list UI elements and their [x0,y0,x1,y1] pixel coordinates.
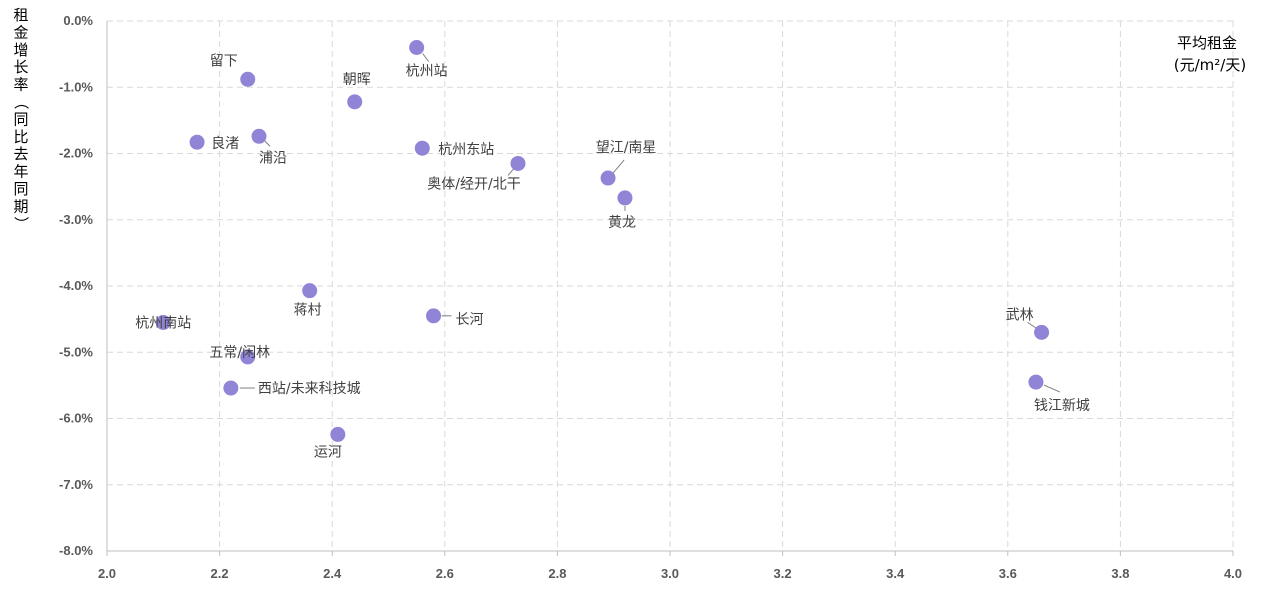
gridlines [107,20,1234,551]
point-label: 钱江新城 [1034,398,1090,414]
point-label: 黄龙 [608,214,636,231]
y-tick-label: -2.0% [59,146,93,161]
data-point [426,308,442,324]
data-point [617,190,633,206]
data-point [189,134,205,150]
data-point [251,128,267,144]
y-axis-title-glyph: 率 [13,76,28,94]
label-leader-line [1027,321,1037,329]
y-tick-label: -1.0% [59,79,93,94]
point-label: 奥体/经开/北干 [427,175,520,192]
x-tick-label: 2.6 [436,566,454,581]
label-leader-line [1043,384,1061,393]
axes: 0.0% -1.0% -2.0% -3.0% -4.0% -5.0% -6.0% -7.0% -… [59,13,1242,581]
y-axis-title-glyph: 同 [13,110,28,128]
point-label: 朝晖 [343,72,371,88]
x-tick-label: 3.6 [999,566,1017,581]
x-tick-label: 2.0 [98,566,116,581]
y-tick-label: -4.0% [59,278,93,293]
label-leader-line [422,53,430,62]
point-label: 杭州站 [406,64,448,80]
data-point [330,426,346,442]
x-tick-label: 3.2 [774,566,792,581]
data-point [347,94,363,110]
y-tick-label: -8.0% [59,543,93,558]
data-points [155,40,1050,442]
y-axis-title-glyph: ） [12,216,30,231]
x-tick-label: 3.8 [1111,566,1129,581]
y-axis-title-glyph: 金 [13,23,28,41]
y-tick-label: -7.0% [59,477,93,492]
label-leader-lines [239,53,1061,393]
data-point [600,170,616,186]
x-tick-label: 4.0 [1224,566,1242,581]
y-axis-title-glyph: 去 [13,145,28,163]
data-point [409,40,425,55]
y-axis-title-glyph: 租 [13,6,28,24]
label-leader-line [263,139,271,147]
y-axis-title-glyph: 年 [13,163,28,181]
label-leader-line [507,168,515,176]
data-point [240,349,256,365]
point-label: 浦沿 [259,150,287,166]
point-label: 运河 [314,444,342,460]
data-point [1034,324,1050,340]
point-label: 良渚 [211,136,239,152]
y-axis-title-glyph: 长 [13,58,28,76]
x-tick-label: 2.4 [323,566,342,581]
x-axis-unit: (元/m²/天) [1174,56,1246,74]
point-label: 留下 [210,53,238,69]
x-tick-label: 3.0 [661,566,679,581]
point-label: 蒋村 [294,303,322,319]
y-axis-title-glyph: 比 [13,128,28,146]
point-label: 长河 [456,312,484,328]
x-tick-label: 2.8 [548,566,566,581]
y-tick-label: 0.0% [63,13,93,28]
point-label: 望江/南星 [596,140,657,156]
point-label: 五常/闲林 [209,345,270,361]
data-point [510,155,526,171]
point-label: 杭州东站 [438,142,494,158]
x-axis-title: 平均租金 [1177,34,1237,52]
data-point [414,140,430,156]
data-point [240,71,256,87]
x-tick-label: 2.2 [211,566,229,581]
y-tick-label: -6.0% [59,411,93,426]
label-leader-line [612,159,625,174]
x-tick-label: 3.4 [886,566,905,581]
data-point [1028,374,1044,390]
point-label: 武林 [1006,307,1034,323]
y-tick-label: -3.0% [59,212,93,227]
data-point [155,314,171,330]
y-axis-title-glyph: 同 [13,180,28,198]
point-label: 杭州南站 [135,315,191,331]
y-axis-title-glyph: （ [12,94,30,109]
data-point [223,380,239,396]
point-label: 西站/未来科技城 [258,381,361,397]
data-point [302,283,318,299]
y-tick-label: -5.0% [59,344,93,359]
y-axis-title-glyph: 增 [13,41,28,59]
y-axis-title-glyph: 期 [13,197,28,215]
